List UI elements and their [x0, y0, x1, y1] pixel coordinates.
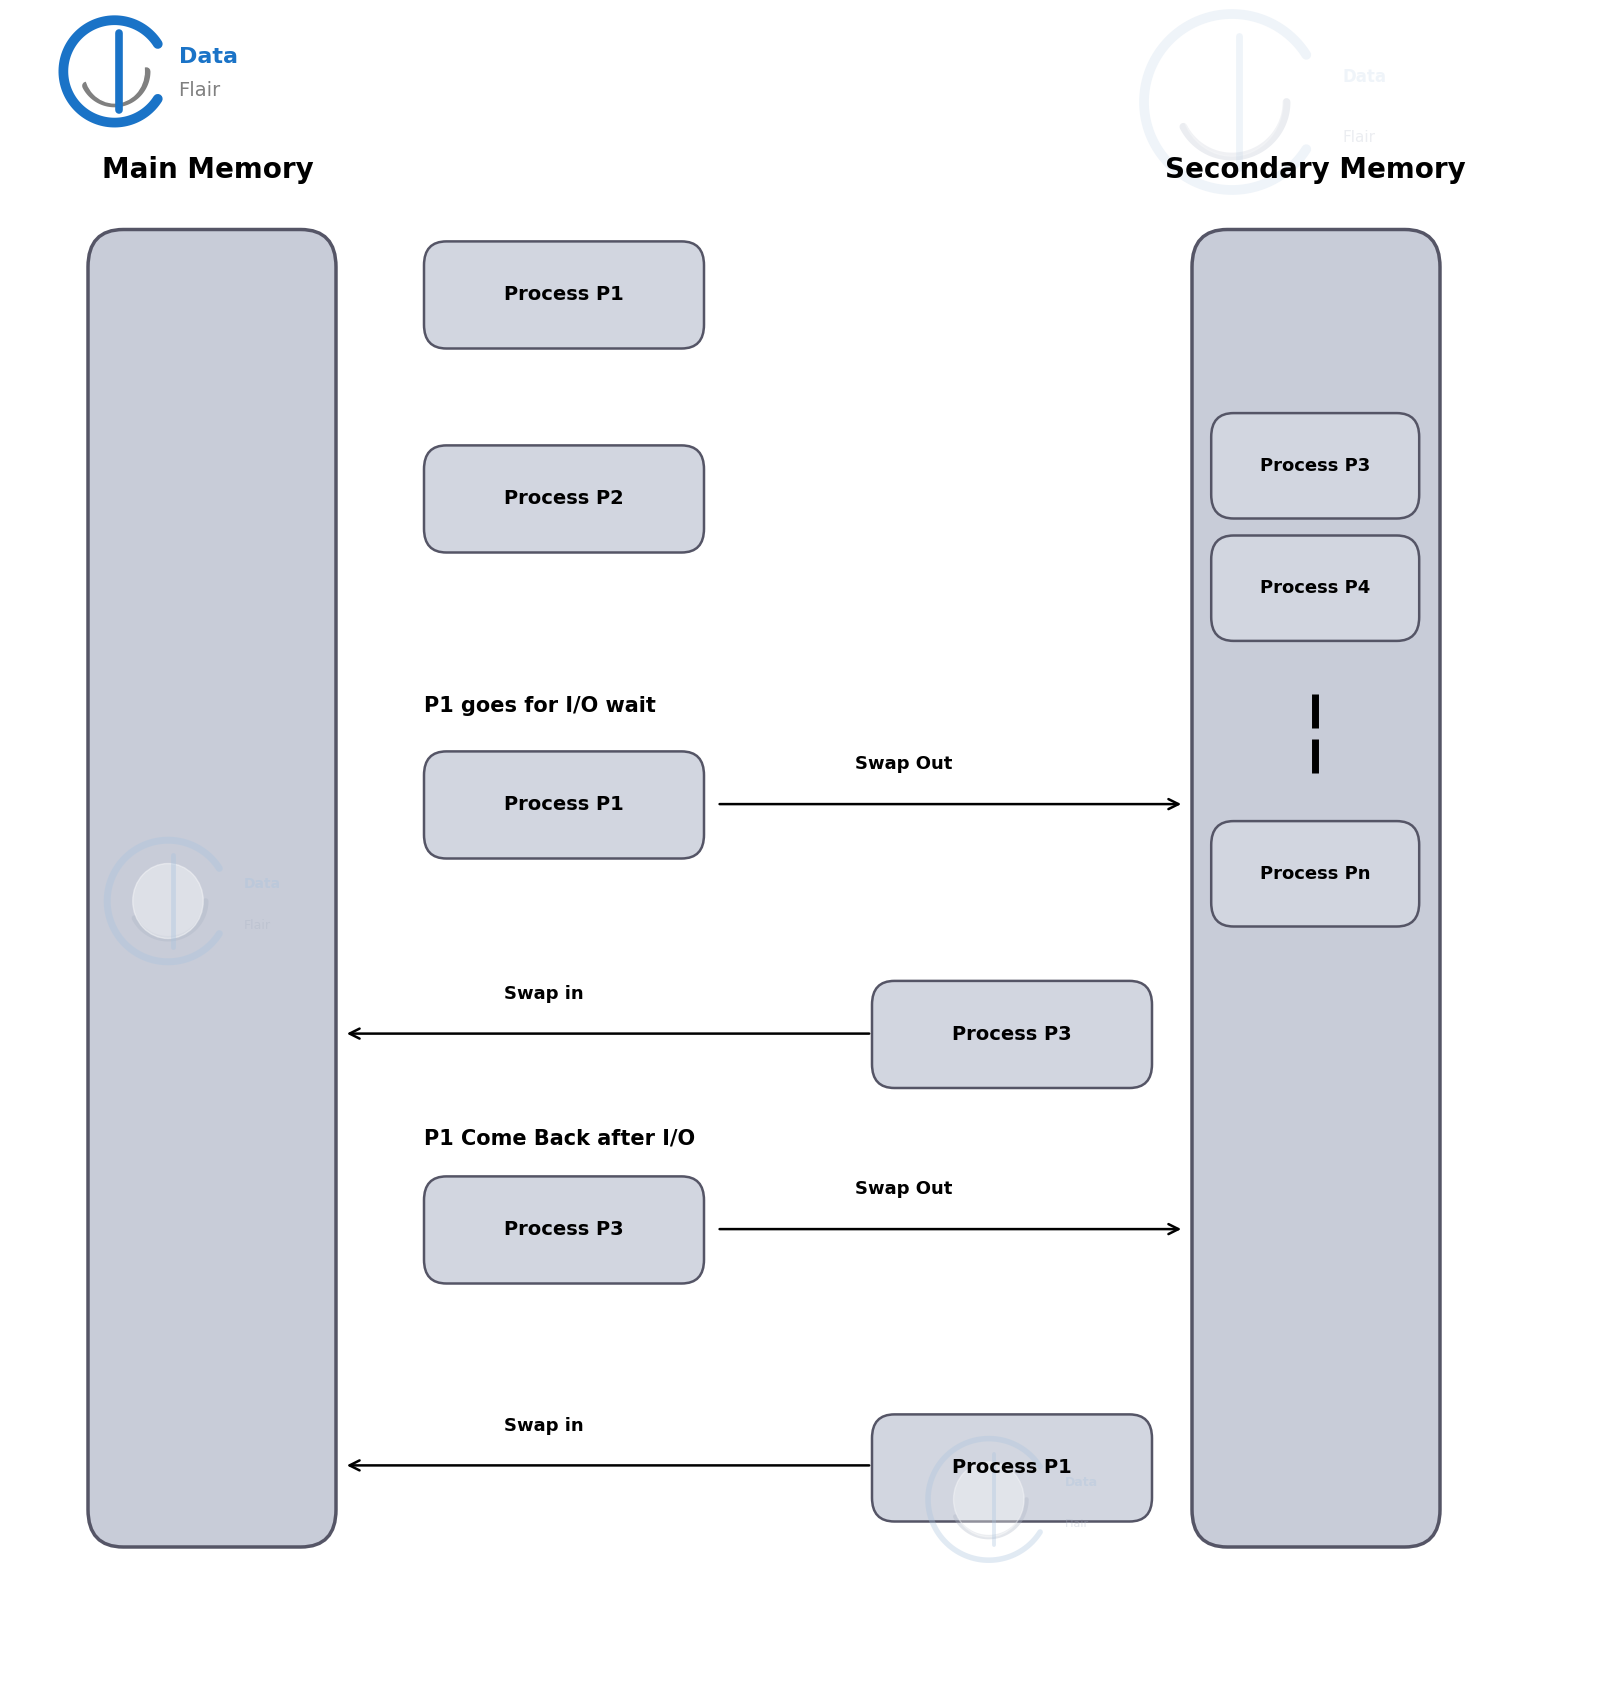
FancyBboxPatch shape: [424, 751, 704, 858]
FancyBboxPatch shape: [1211, 536, 1419, 641]
Text: Process P4: Process P4: [1261, 580, 1370, 597]
Text: Process P1: Process P1: [504, 796, 624, 814]
Text: P1 Come Back after I/O: P1 Come Back after I/O: [424, 1129, 694, 1149]
Text: Data: Data: [179, 48, 237, 66]
Text: P1 goes for I/O wait: P1 goes for I/O wait: [424, 695, 656, 716]
FancyBboxPatch shape: [424, 1176, 704, 1284]
Text: Flair: Flair: [1066, 1518, 1090, 1528]
Text: Process Pn: Process Pn: [1259, 865, 1371, 882]
Text: Process P1: Process P1: [504, 286, 624, 304]
Text: Flair: Flair: [179, 82, 221, 100]
Text: Swap in: Swap in: [504, 1416, 584, 1435]
Text: Process P2: Process P2: [504, 490, 624, 508]
Text: Flair: Flair: [1342, 129, 1374, 144]
Circle shape: [954, 1462, 1024, 1537]
FancyBboxPatch shape: [88, 230, 336, 1547]
Text: Data: Data: [1342, 68, 1386, 87]
FancyBboxPatch shape: [424, 241, 704, 348]
FancyBboxPatch shape: [1192, 230, 1440, 1547]
Circle shape: [133, 864, 203, 938]
Text: Secondary Memory: Secondary Memory: [1165, 156, 1466, 184]
Text: Swap Out: Swap Out: [856, 1180, 952, 1198]
Text: Data: Data: [243, 877, 282, 891]
Text: Swap in: Swap in: [504, 984, 584, 1003]
FancyBboxPatch shape: [1211, 821, 1419, 927]
Text: Process P3: Process P3: [504, 1221, 624, 1239]
Text: Process P3: Process P3: [1261, 457, 1370, 474]
Circle shape: [1181, 48, 1283, 156]
Text: Swap Out: Swap Out: [856, 755, 952, 774]
FancyBboxPatch shape: [424, 445, 704, 552]
FancyBboxPatch shape: [872, 1414, 1152, 1522]
Text: Data: Data: [1066, 1476, 1098, 1489]
Text: Main Memory: Main Memory: [102, 156, 314, 184]
Text: Process P3: Process P3: [952, 1025, 1072, 1044]
FancyBboxPatch shape: [872, 981, 1152, 1088]
Text: Flair: Flair: [243, 918, 270, 932]
Text: Process P1: Process P1: [952, 1459, 1072, 1477]
FancyBboxPatch shape: [1211, 413, 1419, 518]
Circle shape: [85, 39, 144, 104]
